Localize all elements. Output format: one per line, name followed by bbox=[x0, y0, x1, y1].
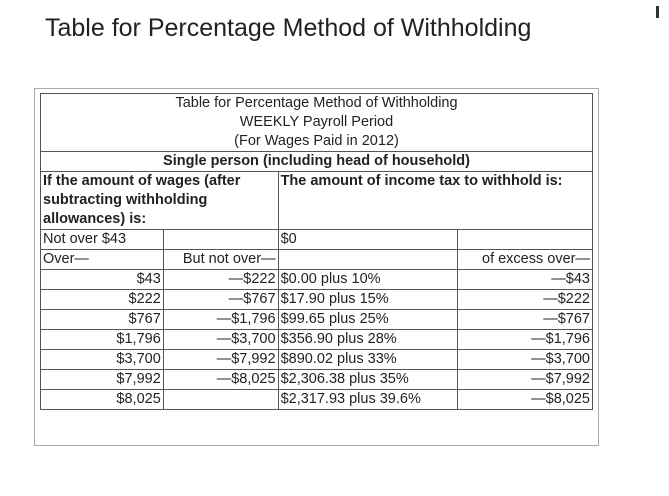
table-cell: $890.02 plus 33% bbox=[277, 349, 459, 370]
caption-line: Table for Percentage Method of Withholdi… bbox=[175, 95, 458, 111]
table-cell: —$7,992 bbox=[162, 349, 279, 370]
table-cell: $8,025 bbox=[40, 389, 164, 410]
table-cell: —$3,700 bbox=[162, 329, 279, 350]
table-cell: Not over $43 bbox=[40, 229, 164, 250]
table-cell: of excess over— bbox=[457, 249, 593, 270]
table-cell: $767 bbox=[40, 309, 164, 330]
table-row: Not over $43 $0 bbox=[40, 229, 593, 250]
scroll-indicator bbox=[656, 6, 659, 18]
caption-line: WEEKLY Payroll Period bbox=[239, 114, 394, 130]
table-row: $7,992 —$8,025 $2,306.38 plus 35% —$7,992 bbox=[40, 369, 593, 390]
table-row: $43 —$222 $0.00 plus 10% —$43 bbox=[40, 269, 593, 290]
subheading: Single person (including head of househo… bbox=[40, 151, 593, 172]
table-cell: —$8,025 bbox=[457, 389, 593, 410]
table-row: $8,025 $2,317.93 plus 39.6% —$8,025 bbox=[40, 389, 593, 410]
table-row: $767 —$1,796 $99.65 plus 25% —$767 bbox=[40, 309, 593, 330]
table-row: $1,796 —$3,700 $356.90 plus 28% —$1,796 bbox=[40, 329, 593, 350]
table-cell: $356.90 plus 28% bbox=[277, 329, 459, 350]
table-cell: $0.00 plus 10% bbox=[277, 269, 459, 290]
table-cell: —$767 bbox=[162, 289, 279, 310]
caption-row: Table for Percentage Method of Withholdi… bbox=[40, 93, 593, 152]
table-cell: $0 bbox=[277, 229, 459, 250]
table-cell: —$222 bbox=[162, 269, 279, 290]
table-cell bbox=[457, 229, 593, 250]
table-cell: Over— bbox=[40, 249, 164, 270]
page-title: Table for Percentage Method of Withholdi… bbox=[45, 14, 532, 42]
table-row: Over— But not over— of excess over— bbox=[40, 249, 593, 270]
table-cell: $2,306.38 plus 35% bbox=[277, 369, 459, 390]
table-cell: —$8,025 bbox=[162, 369, 279, 390]
table-cell: $43 bbox=[40, 269, 164, 290]
table-body: Table for Percentage Method of Withholdi… bbox=[40, 93, 594, 410]
table-cell: —$43 bbox=[457, 269, 593, 290]
table-row: $3,700 —$7,992 $890.02 plus 33% —$3,700 bbox=[40, 349, 593, 370]
column-header: If the amount of wages (after subtractin… bbox=[40, 171, 279, 230]
table-cell: $17.90 plus 15% bbox=[277, 289, 459, 310]
table-cell: $99.65 plus 25% bbox=[277, 309, 459, 330]
table-cell: —$1,796 bbox=[162, 309, 279, 330]
table-cell: —$3,700 bbox=[457, 349, 593, 370]
table-frame: Table for Percentage Method of Withholdi… bbox=[34, 88, 599, 446]
table-cell: $7,992 bbox=[40, 369, 164, 390]
table-cell bbox=[277, 249, 459, 270]
table-cell: $2,317.93 plus 39.6% bbox=[277, 389, 459, 410]
withholding-table: Table for Percentage Method of Withholdi… bbox=[40, 93, 594, 410]
table-cell bbox=[162, 229, 279, 250]
table-cell: —$222 bbox=[457, 289, 593, 310]
table-row: $222 —$767 $17.90 plus 15% —$222 bbox=[40, 289, 593, 310]
table-cell: But not over— bbox=[162, 249, 279, 270]
table-cell bbox=[162, 389, 279, 410]
caption-cell: Table for Percentage Method of Withholdi… bbox=[40, 93, 593, 152]
caption-line: (For Wages Paid in 2012) bbox=[234, 133, 399, 149]
table-cell: $222 bbox=[40, 289, 164, 310]
table-cell: —$7,992 bbox=[457, 369, 593, 390]
header-row: If the amount of wages (after subtractin… bbox=[40, 171, 594, 230]
column-header: The amount of income tax to withhold is: bbox=[277, 171, 594, 230]
table-cell: —$1,796 bbox=[457, 329, 593, 350]
table-cell: —$767 bbox=[457, 309, 593, 330]
table-cell: $1,796 bbox=[40, 329, 164, 350]
subheading-row: Single person (including head of househo… bbox=[40, 151, 593, 172]
table-cell: $3,700 bbox=[40, 349, 164, 370]
